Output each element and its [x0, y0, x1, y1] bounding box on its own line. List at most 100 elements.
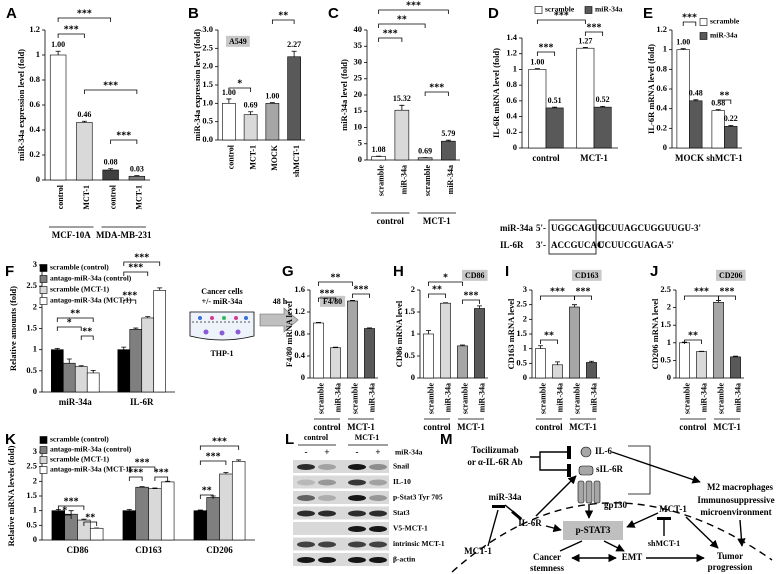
- y-tick-label: 0.5: [26, 365, 37, 375]
- block-bar: [567, 446, 571, 459]
- tag: CD163: [575, 271, 599, 280]
- lane-sign: +: [375, 447, 380, 457]
- significance-bracket: [110, 139, 138, 144]
- group-label: MCT-1: [457, 422, 485, 432]
- mir: miR-34a: [489, 492, 522, 502]
- x-tick-label: CD163: [135, 545, 162, 555]
- bar: [265, 103, 280, 141]
- y-tick-label: 1: [513, 63, 517, 73]
- tag: CD86: [465, 271, 485, 280]
- legend-swatch: [699, 18, 708, 26]
- significance: ***: [429, 82, 444, 93]
- significance: **: [720, 90, 730, 101]
- band: [297, 557, 315, 563]
- band: [348, 495, 366, 501]
- bar: [76, 122, 93, 181]
- band: [348, 510, 366, 517]
- cell: [203, 329, 209, 335]
- significance-bracket: [428, 281, 463, 286]
- significance-bracket: [378, 23, 426, 28]
- y-tick-label: 2: [33, 301, 37, 311]
- x-tick-label: MCT-1: [248, 145, 257, 170]
- error-bar: [680, 48, 686, 50]
- error-bar: [226, 98, 232, 104]
- significance: *: [237, 78, 242, 89]
- legend-swatch: [39, 275, 48, 283]
- arrow: [685, 516, 719, 549]
- bar: [528, 69, 547, 149]
- band: [318, 541, 336, 548]
- significance-bracket: [540, 339, 558, 344]
- y-tick-label: 0.4: [656, 103, 667, 113]
- significance: ***: [135, 457, 150, 468]
- m2: microenvironment: [700, 507, 771, 517]
- significance: ***: [320, 288, 335, 299]
- arrow: [737, 519, 746, 547]
- panel-letter: B: [188, 5, 199, 22]
- blot-row-label: V5-MCT-1: [393, 524, 428, 533]
- significance-bracket: [154, 476, 169, 481]
- significance: **: [397, 14, 407, 25]
- receptor: [585, 480, 593, 504]
- significance: ***: [116, 130, 131, 141]
- significance-bracket: [57, 514, 72, 519]
- bar: [371, 156, 386, 161]
- bar: [347, 300, 358, 379]
- y-tick-label: 1: [33, 344, 37, 354]
- significance: ***: [406, 0, 421, 11]
- tag: A549: [229, 37, 247, 46]
- y-tick-label: 1.5: [660, 319, 671, 329]
- data-label: 2.27: [287, 40, 301, 49]
- band: [297, 464, 315, 470]
- align-seed: ACCGUCAC: [551, 240, 604, 250]
- il6r: IL-6R: [518, 518, 542, 528]
- y-tick-label: 1: [663, 44, 667, 54]
- error-bar: [223, 472, 229, 474]
- y-tick-label: 30: [354, 56, 363, 66]
- arrow: [611, 451, 701, 484]
- significance: **: [70, 308, 80, 319]
- error-bar: [477, 305, 482, 309]
- x-tick-label: control: [56, 184, 65, 209]
- significance-bracket: [228, 87, 252, 92]
- error-bar: [108, 168, 114, 170]
- y-tick-label: 0.2: [656, 122, 667, 132]
- band: [348, 479, 366, 486]
- significance: **: [331, 272, 341, 283]
- y-tick-label: 2: [411, 284, 415, 294]
- x-tick-label: control: [108, 184, 117, 209]
- significance-bracket: [199, 494, 214, 499]
- significance-bracket: [128, 466, 156, 471]
- y-tick-label: 0.8: [506, 79, 517, 89]
- error-bar: [165, 480, 171, 482]
- significance: ***: [576, 286, 591, 297]
- x-tick-label: miR-34a: [733, 383, 742, 412]
- data-label: 1.00: [265, 91, 279, 100]
- y-axis-label: Relative mRNA levels (fold): [6, 445, 16, 546]
- y-tick-label: 2.5: [660, 284, 671, 294]
- error-bar: [121, 346, 127, 350]
- blot-row-label: intrinsic MCT-1: [393, 539, 445, 548]
- significance-bracket: [378, 9, 449, 14]
- blot-row-label: Stat3: [393, 508, 410, 517]
- band: [369, 557, 387, 563]
- bar: [593, 106, 612, 149]
- bar: [219, 473, 233, 541]
- y-axis-label: CD86 mRNA level: [394, 300, 404, 367]
- bar: [711, 110, 725, 149]
- sil6r-icon: [578, 465, 594, 476]
- x-tick-label: scramble: [426, 383, 435, 415]
- arrow: [545, 523, 562, 533]
- x-tick-label: miR-34a: [555, 383, 564, 412]
- y-tick-label: 0.5: [202, 116, 213, 126]
- stemness: stemness: [530, 563, 564, 573]
- blot-row-label: Snail: [393, 462, 409, 471]
- y-tick-label: 15: [354, 105, 363, 115]
- data-label: 0.51: [548, 96, 562, 105]
- significance: **: [278, 10, 288, 21]
- y-axis-label: Relative amounts (fold): [8, 286, 18, 371]
- tag-box: [572, 269, 602, 281]
- y-tick-label: 0.4: [294, 350, 305, 360]
- legend-label: scramble: [545, 5, 575, 14]
- error-bar: [350, 300, 355, 301]
